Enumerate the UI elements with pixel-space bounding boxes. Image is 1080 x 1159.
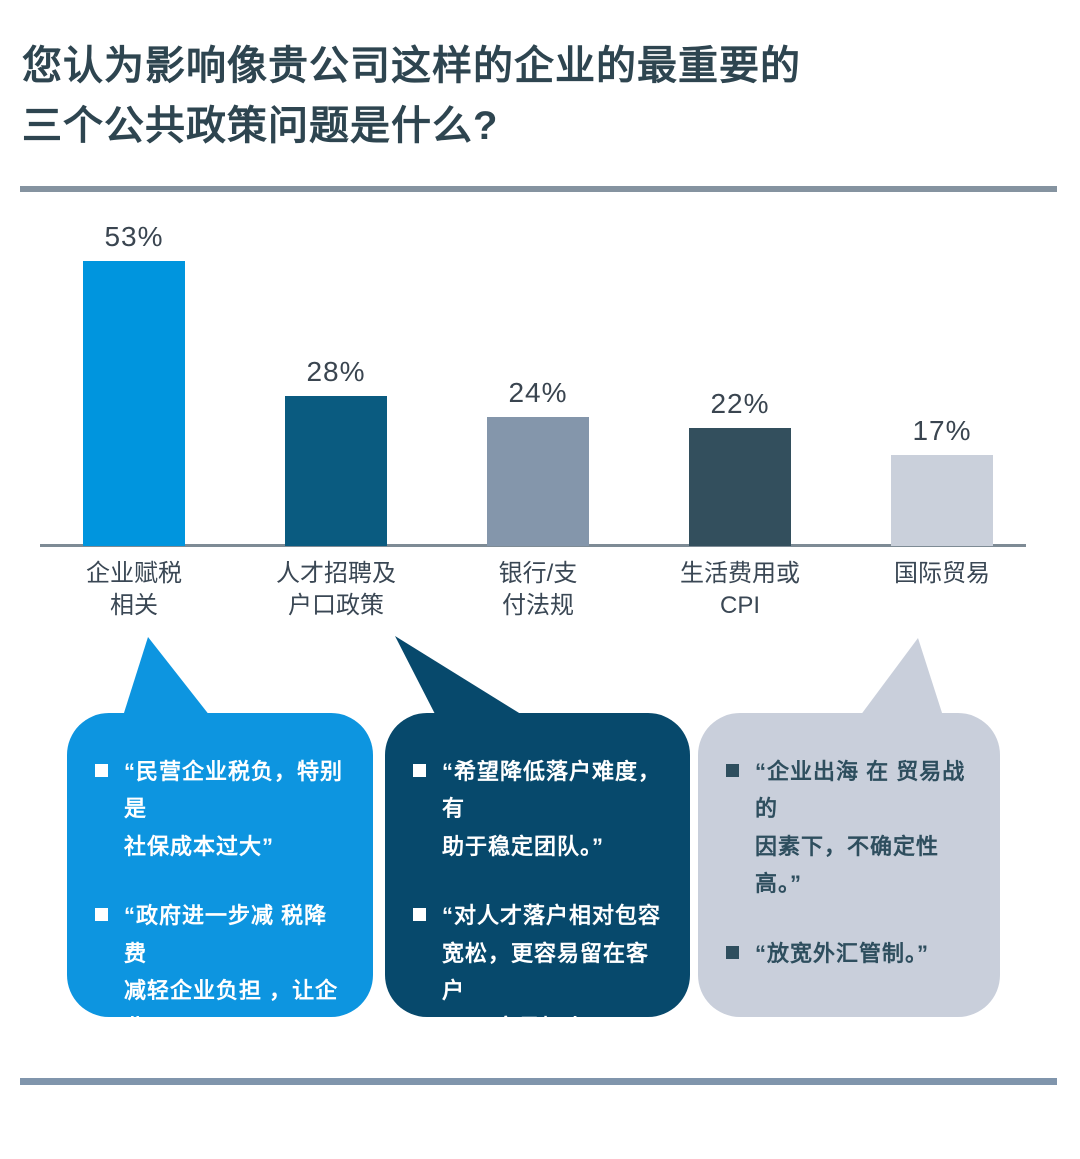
- bar-category-label: 国际贸易: [894, 560, 990, 587]
- callout-bubble-1: “希望降低落户难度，有 助于稳定团队。” “对人才落户相对包容 宽松，更容易留在客…: [385, 713, 690, 1040]
- bar-category-label: 银行/支 付法规: [498, 560, 578, 620]
- quote-text: “企业出海 在 贸易战 的 因素下，不确定性高。”: [755, 759, 966, 897]
- bullet-square-icon: [726, 764, 739, 777]
- callout-tails: [123, 636, 943, 716]
- bar-2: [487, 417, 589, 546]
- top-divider: [20, 186, 1057, 192]
- bar-category-label: 企业赋税 相关: [86, 560, 182, 620]
- bar-chart: 53% 企业赋税 相关 28% 人才招聘及 户口政策 24% 银行/支 付法规 22% 生活费…: [40, 221, 1026, 620]
- callout-bubble-0: “民营企业税负，特别是 社保成本过大” “政府进一步减 税降费 减轻企业负担 ，让…: [67, 713, 373, 1153]
- bullet-square-icon: [413, 764, 426, 777]
- callout-tail-icon: [123, 637, 210, 716]
- quote-text: “政府进一步减 税降费 减轻企业负担 ，让企业 有 更多资金 投 入 到产 品研…: [124, 903, 339, 1153]
- bullet-square-icon: [726, 945, 739, 959]
- quote-item: “民营企业税负，特别是 社保成本过大”: [95, 753, 349, 865]
- bullet-square-icon: [95, 764, 108, 777]
- bar-value-label: 24%: [508, 377, 568, 408]
- quote-item: “对人才落户相对包容 宽松，更容易留在客户 ， 更容易招人。”: [413, 897, 666, 1047]
- callout-tail-icon: [395, 636, 524, 716]
- bottom-divider: [20, 1078, 1057, 1085]
- callout-bubble-2: “企业出海 在 贸易战 的 因素下，不确定性高。” “放宽外汇管制。”: [698, 713, 1000, 1017]
- quote-item: “政府进一步减 税降费 减轻企业负担 ，让企业 有 更多资金 投 入 到产 品研…: [95, 897, 349, 1159]
- bullet-square-icon: [413, 908, 426, 922]
- bar-value-label: 28%: [306, 356, 366, 387]
- bar-4: [891, 455, 993, 546]
- quote-text: “对人才落户相对包容 宽松，更容易留在客户 ， 更容易招人。”: [442, 903, 662, 1041]
- bar-3: [689, 428, 791, 546]
- page-title: 您认为影响像贵公司这样的企业的最重要的 三个公共政策问题是什么?: [22, 44, 801, 148]
- quote-item: “希望降低落户难度，有 助于稳定团队。”: [413, 753, 666, 865]
- quote-text: “民营企业税负，特别是 社保成本过大”: [124, 759, 344, 859]
- bar-category-label: 人才招聘及 户口政策: [276, 560, 396, 620]
- quote-text: “放宽外汇管制。”: [755, 940, 930, 966]
- bar-0: [83, 261, 185, 546]
- quote-text: “希望降低落户难度，有 助于稳定团队。”: [442, 759, 662, 859]
- infographic-page: 您认为影响像贵公司这样的企业的最重要的 三个公共政策问题是什么? 53% 企业赋税…: [20, 44, 1057, 1153]
- quote-item: “放宽外汇管制。”: [726, 935, 976, 972]
- bar-category-label: 生活费用或 CPI: [680, 560, 800, 620]
- bar-1: [285, 396, 387, 546]
- bar-value-label: 17%: [912, 415, 972, 446]
- quote-item: “企业出海 在 贸易战 的 因素下，不确定性高。”: [726, 753, 976, 903]
- callout-tail-icon: [860, 638, 943, 716]
- bar-value-label: 22%: [710, 388, 770, 419]
- bullet-square-icon: [95, 908, 108, 922]
- bar-value-label: 53%: [104, 221, 164, 252]
